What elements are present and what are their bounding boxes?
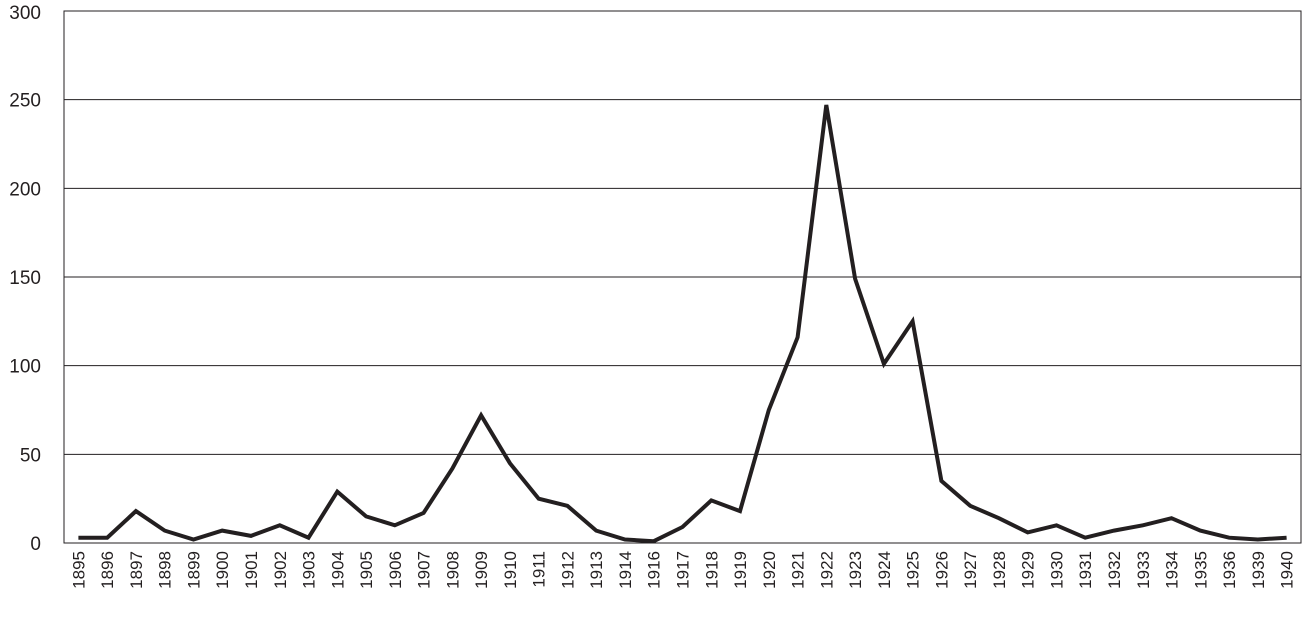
x-tick-label: 1923 (846, 551, 865, 589)
y-tick-label: 150 (9, 268, 41, 289)
x-tick-label: 1936 (1220, 551, 1239, 589)
y-axis-tick-labels: 0 50 100 150 200 250 300 (9, 3, 41, 555)
x-tick-label: 1920 (760, 551, 779, 589)
x-tick-label: 1918 (702, 551, 721, 589)
x-tick-label: 1940 (1278, 551, 1297, 589)
x-tick-label: 1913 (587, 551, 606, 589)
x-tick-label: 1902 (271, 551, 290, 589)
x-tick-label: 1930 (1048, 551, 1067, 589)
x-tick-label: 1899 (185, 551, 204, 589)
x-tick-label: 1927 (961, 551, 980, 589)
y-tick-label: 300 (9, 3, 41, 24)
x-tick-label: 1929 (1019, 551, 1038, 589)
y-tick-label: 200 (9, 179, 41, 200)
x-tick-label: 1898 (156, 551, 175, 589)
x-tick-label: 1907 (415, 551, 434, 589)
x-tick-label: 1934 (1163, 551, 1182, 589)
x-tick-label: 1921 (789, 551, 808, 589)
x-tick-label: 1910 (501, 551, 520, 589)
x-tick-label: 1906 (386, 551, 405, 589)
plot-area-frame (63, 10, 1302, 544)
x-tick-label: 1917 (674, 551, 693, 589)
x-tick-label: 1901 (242, 551, 261, 589)
x-tick-label: 1908 (443, 551, 462, 589)
series (78, 104, 1287, 544)
x-tick-label: 1914 (616, 551, 635, 589)
y-tick-label: 0 (30, 534, 41, 555)
x-tick-label: 1922 (817, 551, 836, 589)
x-tick-label: 1926 (932, 551, 951, 589)
x-tick-label: 1925 (904, 551, 923, 589)
y-tick-label: 50 (20, 445, 41, 466)
x-tick-label: 1897 (127, 551, 146, 589)
y-tick-label: 250 (9, 91, 41, 112)
x-axis-tick-labels: 1895 1896 1897 1898 1899 1900 1901 1902 1903 1904… (69, 551, 1296, 589)
x-tick-label: 1909 (472, 551, 491, 589)
series-line (78, 104, 1287, 544)
x-tick-label: 1896 (98, 551, 117, 589)
x-tick-label: 1939 (1249, 551, 1268, 589)
x-tick-label: 1932 (1105, 551, 1124, 589)
x-tick-label: 1933 (1134, 551, 1153, 589)
y-tick-label: 100 (9, 357, 41, 378)
x-tick-label: 1905 (357, 551, 376, 589)
x-tick-label: 1924 (875, 551, 894, 589)
x-tick-label: 1916 (645, 551, 664, 589)
x-tick-label: 1895 (69, 551, 88, 589)
x-tick-label: 1928 (990, 551, 1009, 589)
x-tick-label: 1911 (530, 551, 549, 588)
x-tick-label: 1903 (300, 551, 319, 589)
x-tick-label: 1935 (1191, 551, 1210, 589)
x-tick-label: 1912 (558, 551, 577, 589)
x-tick-label: 1931 (1076, 551, 1095, 589)
gridlines (64, 99, 1301, 455)
x-tick-label: 1900 (213, 551, 232, 589)
x-tick-label: 1904 (328, 551, 347, 589)
x-tick-label: 1919 (731, 551, 750, 589)
